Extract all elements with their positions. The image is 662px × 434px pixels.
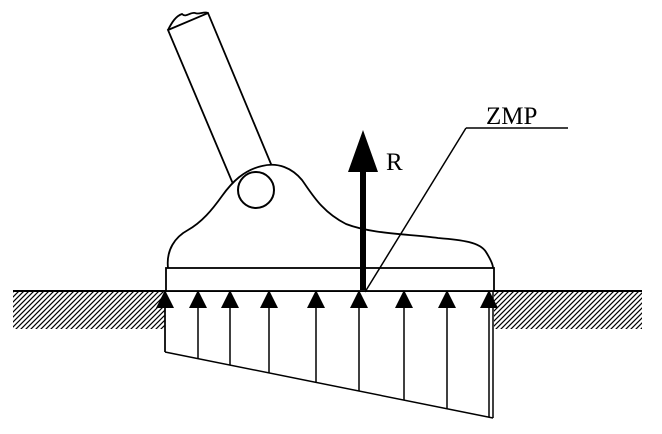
reaction-force: R — [348, 130, 403, 290]
pressure-arrow-head — [260, 290, 278, 308]
pressure-arrow — [260, 290, 278, 373]
pressure-arrow — [438, 290, 456, 409]
leg-torn-top — [167, 11, 209, 31]
pressure-arrow — [156, 290, 174, 352]
pressure-distribution — [156, 290, 498, 419]
ground-hatch-left — [13, 292, 165, 329]
pressure-envelope — [164, 351, 494, 419]
zmp-label: ZMP — [486, 103, 537, 130]
pressure-arrow-head — [350, 290, 368, 308]
pressure-arrow-head — [438, 290, 456, 308]
pressure-arrow-head — [221, 290, 239, 308]
pressure-arrow — [480, 290, 498, 418]
pressure-arrows — [156, 290, 498, 418]
foot-outline — [166, 163, 494, 269]
pressure-arrow — [350, 290, 368, 392]
ground-hatch-right — [494, 292, 642, 329]
pressure-arrow — [221, 290, 239, 366]
leg — [166, 11, 278, 193]
reaction-force-arrowhead — [348, 130, 378, 172]
pressure-arrow — [395, 290, 413, 401]
zmp-leader-line — [364, 127, 467, 293]
pressure-arrow-head — [307, 290, 325, 308]
pressure-arrow — [189, 290, 207, 359]
pressure-arrow-head — [189, 290, 207, 308]
ankle-joint — [237, 171, 275, 209]
ground — [13, 290, 642, 329]
pressure-arrow-head — [156, 290, 174, 308]
leg-shank — [166, 11, 278, 193]
sole-plate — [165, 267, 495, 292]
zmp-annotation: ZMP — [364, 103, 568, 293]
pressure-arrow-head — [480, 290, 498, 308]
pressure-arrow — [307, 290, 325, 383]
reaction-force-label: R — [386, 149, 403, 176]
pressure-arrow-head — [395, 290, 413, 308]
